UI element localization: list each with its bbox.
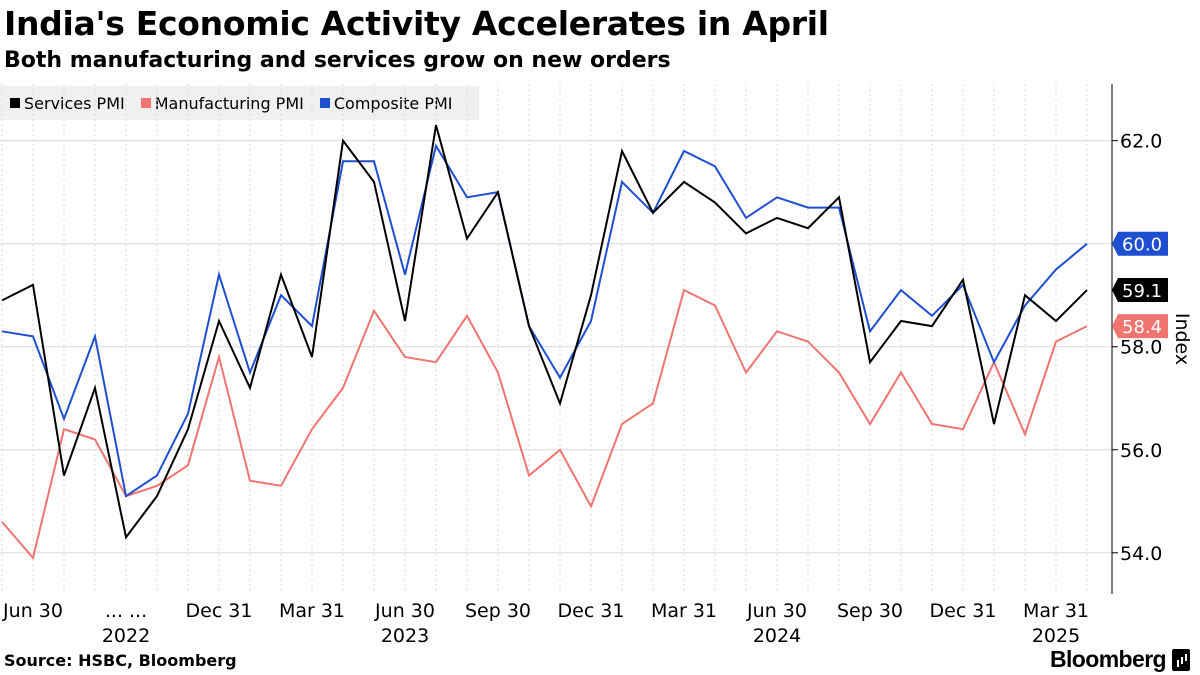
y-tick-label: 62.0	[1120, 131, 1162, 153]
legend-label-services: Services PMI	[24, 93, 125, 113]
end-label-composite: 60.0	[1122, 235, 1162, 256]
x-tick-label: Dec 31	[930, 600, 997, 622]
legend-item-composite: Composite PMI	[319, 93, 453, 113]
axis-layer: 54.0 56.0 58.0 60.0 62.0 Jun 30 ... ... Dec 31 M…	[2, 84, 1162, 647]
x-tick-label: Jun 30	[374, 600, 435, 622]
x-year-label: 2025	[1032, 625, 1080, 647]
end-label-manufacturing: 58.4	[1122, 317, 1162, 338]
x-tick-label: Sep 30	[837, 600, 903, 622]
grid-layer	[0, 84, 1112, 594]
x-tick-label: Mar 31	[1023, 600, 1089, 622]
y-tick-label: 58.0	[1120, 337, 1162, 359]
source-note: Source: HSBC, Bloomberg	[4, 651, 237, 670]
end-tag-composite	[1112, 231, 1168, 256]
x-tick-label: Sep 30	[465, 600, 531, 622]
x-tick-label: Jun 30	[746, 600, 807, 622]
y-tick-label: 54.0	[1120, 543, 1162, 565]
x-tick-label: Dec 31	[186, 600, 253, 622]
legend-label-composite: Composite PMI	[333, 93, 453, 113]
x-tick-label: Mar 31	[279, 600, 345, 622]
series-layer	[1, 124, 1088, 561]
x-year-label: 2023	[381, 625, 429, 647]
series-line-manufacturing	[1, 288, 1088, 561]
end-tag-services	[1112, 278, 1168, 303]
legend-item-manufacturing: Manufacturing PMI	[140, 93, 304, 113]
end-label-services: 59.1	[1122, 281, 1162, 302]
chart-subtitle: Both manufacturing and services grow on …	[4, 48, 671, 73]
x-tick-label: Dec 31	[558, 600, 625, 622]
x-tick-label: Mar 31	[651, 600, 717, 622]
bloomberg-chart-icon	[1172, 648, 1190, 671]
legend-label-manufacturing: Manufacturing PMI	[154, 93, 304, 113]
series-line-services	[1, 124, 1088, 540]
brand-text: Bloomberg	[1050, 646, 1167, 672]
x-tick-label: Jun 30	[2, 600, 63, 622]
x-year-label: 2022	[102, 625, 150, 647]
legend: Services PMI Manufacturing PMI Composite…	[0, 86, 479, 120]
x-tick-label: ... ...	[105, 600, 147, 622]
y-tick-label: 56.0	[1120, 440, 1162, 462]
series-line-composite	[1, 143, 1088, 498]
legend-item-services: Services PMI	[10, 94, 125, 113]
label-layer: 59.1 58.4 60.0	[1112, 231, 1168, 339]
bloomberg-logo: Bloomberg	[1050, 646, 1190, 673]
end-tag-manufacturing	[1112, 314, 1168, 339]
y-axis-title: Index	[1171, 313, 1193, 365]
chart-title: India's Economic Activity Accelerates in…	[4, 4, 829, 43]
legend-swatch-services	[10, 98, 20, 108]
legend-swatch-manufacturing	[140, 98, 151, 108]
legend-swatch-composite	[319, 98, 330, 108]
x-year-label: 2024	[753, 625, 801, 647]
